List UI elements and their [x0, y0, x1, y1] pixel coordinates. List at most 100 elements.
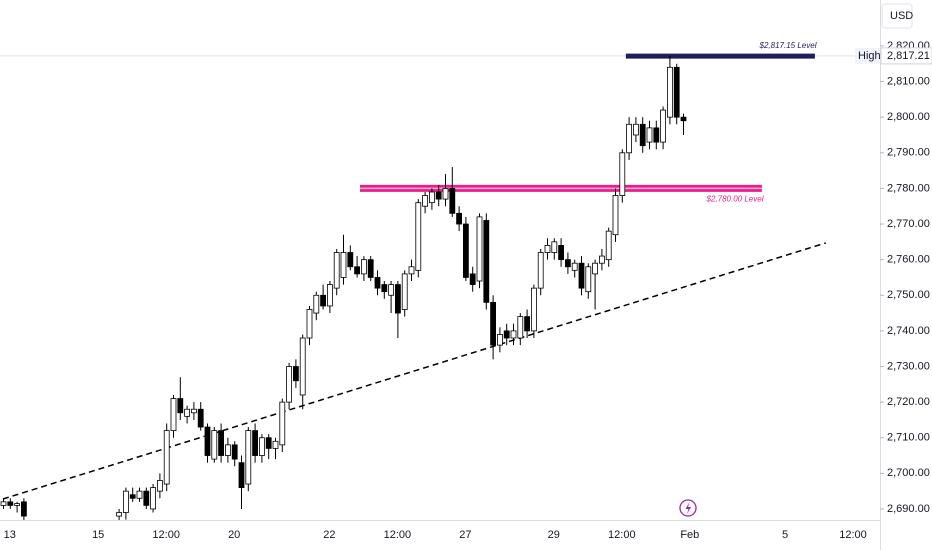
candle-body — [286, 366, 293, 403]
candle-body — [381, 284, 388, 293]
y-tick-label: 2,780.00 — [887, 182, 930, 194]
candle-body — [7, 501, 14, 506]
candle-body — [184, 408, 191, 417]
y-tick-label: 2,730.00 — [887, 360, 930, 372]
candle-body — [483, 220, 490, 303]
candle-body — [218, 430, 225, 456]
candle-body — [578, 262, 585, 289]
level-label: $2,817.15 Level — [759, 41, 817, 50]
candle-body — [476, 216, 483, 282]
y-tick-label: 2,800.00 — [887, 111, 930, 123]
x-tick-label: 27 — [459, 529, 471, 541]
candle-body — [0, 501, 7, 506]
y-tick-label: 2,790.00 — [887, 147, 930, 159]
candle-body — [524, 316, 530, 332]
candle-body — [313, 294, 320, 314]
x-tick-label: 20 — [228, 529, 240, 541]
candle-body — [197, 408, 204, 428]
candle-body — [150, 487, 157, 510]
x-tick-label: 15 — [92, 529, 104, 541]
candle-body — [170, 398, 177, 432]
candle-body — [612, 195, 619, 236]
candle-body — [435, 191, 442, 200]
candle-body — [394, 284, 401, 314]
high-value: 2,817.21 — [887, 50, 930, 62]
y-tick-label: 2,810.00 — [887, 75, 930, 87]
candle-body — [503, 330, 510, 339]
level-label: $2,780.00 Level — [706, 195, 764, 204]
candle-body — [531, 287, 537, 332]
x-tick-label: 13 — [4, 529, 16, 541]
candle-body — [326, 284, 333, 307]
candle-body — [565, 259, 571, 268]
candle-body — [585, 266, 592, 293]
candle-body — [136, 490, 143, 499]
x-tick-label: 12:00 — [152, 529, 180, 541]
candle-body — [156, 480, 163, 492]
currency-box[interactable] — [881, 3, 913, 29]
candle-body — [537, 252, 544, 289]
candle-body — [123, 490, 129, 513]
candle-body — [646, 127, 653, 143]
candle-body — [653, 127, 660, 143]
candle-body — [660, 109, 666, 143]
candle-body — [306, 309, 313, 339]
candle-body — [462, 223, 469, 278]
candle-body — [558, 244, 564, 261]
y-tick-label: 2,720.00 — [887, 396, 930, 408]
x-tick-label: 12:00 — [384, 529, 412, 541]
y-tick-label: 2,690.00 — [887, 503, 930, 515]
high-tag: High — [858, 50, 881, 62]
candle-body — [619, 152, 626, 196]
candle-body — [272, 440, 279, 449]
high-tag-bg — [855, 47, 880, 64]
candle-body — [204, 426, 211, 456]
y-tick-label: 2,740.00 — [887, 325, 930, 337]
candle-body — [408, 266, 415, 275]
candle-body — [599, 255, 605, 264]
candle-body — [571, 262, 578, 271]
currency: USD — [890, 10, 913, 22]
candle-body — [265, 437, 272, 449]
candle-body — [245, 430, 252, 485]
candle-body — [592, 262, 598, 275]
trendline — [2, 242, 827, 500]
candle-body — [673, 66, 680, 118]
candle-body — [129, 494, 136, 499]
candle-body — [626, 123, 632, 154]
candle-body — [20, 501, 27, 517]
y-tick-label: 2,710.00 — [887, 432, 930, 444]
candle-body — [14, 503, 21, 506]
candle-body — [320, 294, 327, 307]
candle-body — [456, 212, 463, 225]
candle-body — [544, 244, 551, 253]
x-tick-label: 5 — [782, 529, 788, 541]
candle-body — [551, 241, 558, 253]
candle-body — [415, 202, 422, 271]
candle-body — [211, 430, 218, 460]
candle-body — [333, 252, 340, 289]
x-tick-label: 22 — [323, 529, 335, 541]
candle-body — [224, 444, 231, 456]
x-tick-label: Feb — [680, 529, 699, 541]
candle-body — [143, 490, 150, 506]
candle-body — [354, 266, 361, 275]
x-tick-label: 12:00 — [839, 529, 867, 541]
candle-body — [510, 330, 517, 339]
candle-body — [252, 430, 259, 456]
candle-body — [442, 188, 449, 200]
x-tick-label: 29 — [548, 529, 560, 541]
y-tick-label: 2,700.00 — [887, 467, 930, 479]
candle-body — [469, 273, 476, 285]
y-tick-label: 2,760.00 — [887, 254, 930, 266]
candle-body — [449, 188, 456, 214]
candle-body — [367, 259, 374, 278]
high-value-bg — [880, 47, 932, 65]
candle-body — [517, 316, 524, 339]
candle-body — [496, 334, 503, 346]
candle-body — [299, 337, 306, 396]
y-tick-label: 2,770.00 — [887, 218, 930, 230]
candle-body — [340, 252, 347, 278]
